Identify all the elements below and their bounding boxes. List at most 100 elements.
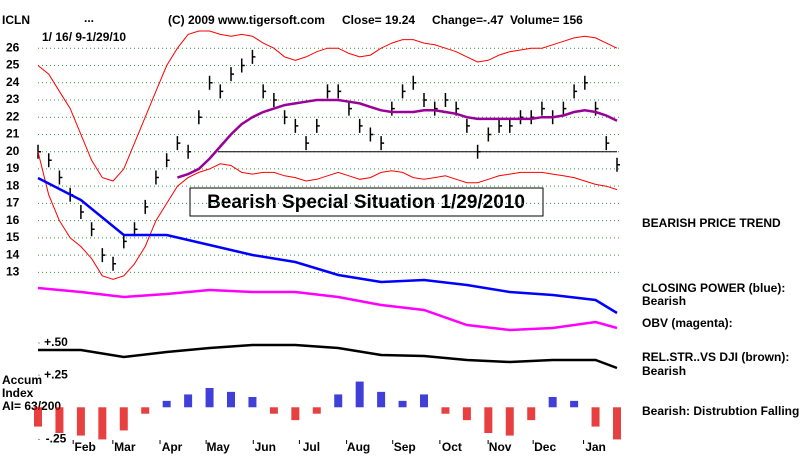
price-bar	[401, 84, 406, 99]
price-bar	[208, 75, 213, 90]
indicator-line	[37, 286, 618, 332]
price-bar	[530, 110, 535, 125]
y-tick-label: 18	[6, 178, 20, 192]
price-bar	[101, 248, 106, 263]
trend-label: BEARISH PRICE TREND	[642, 216, 781, 230]
price-bar	[219, 84, 224, 99]
y-tick-label: 19	[6, 161, 20, 175]
accum-bar	[570, 400, 579, 408]
accum-bar	[527, 407, 536, 421]
volume: Volume= 156	[510, 13, 583, 27]
price-bar	[47, 153, 52, 168]
copyright: (C) 2009 www.tigersoft.com	[168, 13, 325, 27]
accum-bar	[355, 381, 364, 408]
accum-bar	[98, 407, 107, 440]
x-tick-label: Dec	[534, 440, 556, 454]
y-tick-label: 17	[6, 196, 20, 210]
accum-bar	[34, 407, 42, 427]
y-tick-label: -.25	[46, 432, 67, 446]
price-bar	[294, 118, 299, 133]
price-bar	[80, 205, 84, 220]
legend-label: OBV (magenta):	[642, 316, 733, 330]
indicator-line	[37, 176, 618, 315]
price-bar	[498, 118, 503, 133]
price-bar	[573, 84, 578, 99]
price-bar	[412, 75, 417, 90]
accum-bar	[141, 407, 150, 414]
x-tick-label: Apr	[162, 440, 183, 454]
price-bar	[187, 144, 192, 159]
accum-bar	[248, 397, 257, 408]
y-tick-label: +.50	[44, 335, 68, 349]
price-bar	[273, 92, 277, 107]
accum-bar	[484, 407, 493, 433]
legend-status: Bearish	[642, 364, 686, 378]
accum-bar	[548, 397, 557, 408]
y-tick-label: 22	[6, 109, 20, 123]
price-bar	[358, 118, 363, 133]
price-bar	[433, 101, 438, 116]
accum-bar	[441, 407, 450, 414]
y-tick-label: +.25	[44, 367, 68, 381]
legend-status: Bearish	[642, 294, 686, 308]
x-tick-label: Nov	[489, 440, 512, 454]
price-bar	[444, 92, 449, 107]
accum-bar	[591, 407, 600, 427]
symbol: ICLN	[2, 13, 30, 27]
accum-status: Bearish: Distrubtion Falling.	[642, 404, 800, 418]
average	[177, 98, 618, 179]
price-bar	[112, 256, 117, 271]
accum-bar	[462, 407, 471, 421]
price-bar	[337, 84, 342, 99]
y-tick-label: 21	[6, 127, 20, 141]
price-bar	[90, 222, 95, 237]
accum-label: Index	[2, 386, 34, 400]
x-tick-label: Jan	[585, 440, 606, 454]
price-bar	[348, 101, 352, 116]
y-tick-label: 24	[6, 75, 20, 89]
price-bar	[144, 199, 149, 214]
accum-bar	[269, 407, 278, 414]
price-bar	[519, 110, 524, 125]
price-bar	[369, 127, 374, 142]
x-tick-label: Jul	[303, 440, 320, 454]
y-tick-label: 14	[6, 247, 20, 261]
accum-bar	[162, 400, 171, 408]
price-bar	[316, 118, 320, 133]
price-bar	[230, 67, 234, 82]
price-bar	[509, 118, 513, 133]
price-bar	[391, 101, 395, 116]
accum-bar	[76, 407, 85, 436]
y-tick-label: 26	[6, 40, 20, 54]
accum-bar	[420, 394, 428, 408]
accum-bar	[205, 388, 214, 408]
x-tick-label: Oct	[442, 440, 462, 454]
price-bar	[58, 170, 63, 185]
accum-bar	[119, 407, 128, 431]
x-tick-label: Feb	[75, 440, 96, 454]
y-tick-label: 20	[6, 144, 20, 158]
price-bar	[466, 118, 470, 133]
accum-bar	[613, 407, 621, 440]
price-bar	[326, 84, 331, 99]
accum-bar	[505, 407, 514, 436]
y-tick-label: 16	[6, 213, 20, 227]
price-bar	[262, 84, 267, 99]
price-bar	[541, 101, 545, 116]
indicator-line	[38, 343, 618, 370]
x-tick-label: May	[206, 440, 230, 454]
y-tick-label: 23	[6, 92, 20, 106]
accum-label: AI= 63/200	[2, 399, 61, 413]
price-bar	[605, 136, 610, 151]
price-bar	[487, 127, 492, 142]
change: Change=-.47	[432, 13, 504, 27]
x-tick-label: Jun	[255, 440, 276, 454]
x-tick-label: Mar	[114, 440, 136, 454]
price-bar	[584, 75, 588, 90]
accum-bar	[377, 391, 386, 408]
legend-label: CLOSING POWER (blue):	[642, 281, 785, 295]
x-tick-label: Aug	[347, 440, 370, 454]
price-bar	[562, 101, 567, 116]
price-bar	[423, 92, 427, 107]
